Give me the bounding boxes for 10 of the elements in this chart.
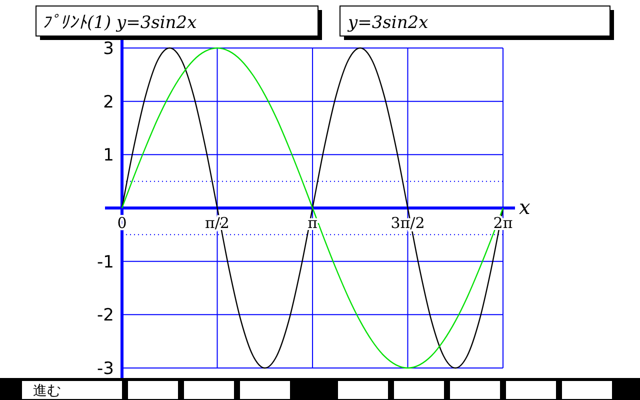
chart-subtitle: y=3sin2x (347, 13, 429, 33)
y-tick-label: -2 (97, 306, 114, 326)
y-tick-label: 1 (103, 146, 114, 166)
y-tick-label: -3 (97, 359, 114, 379)
text: 進む (33, 383, 61, 399)
x-axis-title: x (519, 195, 530, 219)
chart-title: ﾌﾟﾘﾝﾄ(1) y=3sin2x (42, 13, 198, 33)
y-tick-label: -1 (97, 252, 114, 272)
y-tick-label: 2 (103, 92, 114, 112)
y-tick-label: 3 (103, 39, 114, 59)
